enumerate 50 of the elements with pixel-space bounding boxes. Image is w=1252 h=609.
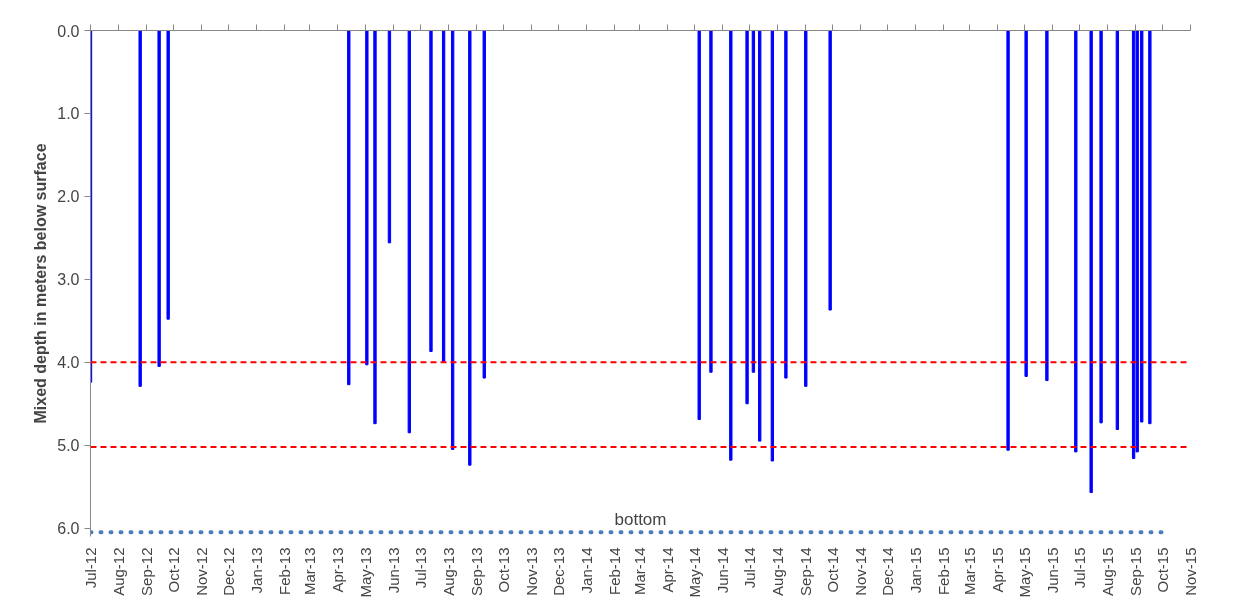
x-tick-label: Nov-12 (193, 547, 211, 596)
x-tick-label: Jun-14 (714, 547, 732, 594)
y-tick-label: 3.0 (57, 271, 80, 289)
y-tick-label: 6.0 (57, 520, 80, 538)
x-tick-label: Feb-14 (605, 547, 623, 596)
y-tick-label: 4.0 (57, 354, 80, 372)
x-tick-label: Dec-12 (220, 547, 238, 596)
x-tick-label: May-13 (356, 547, 374, 598)
x-tick-label: Dec-14 (879, 547, 897, 596)
x-tick-label: Mar-14 (631, 547, 649, 596)
x-tick-label: Aug-14 (769, 547, 787, 596)
x-tick-label: Jul-14 (741, 547, 759, 589)
x-tick-label: Mar-13 (301, 547, 319, 596)
x-tick-label: Apr-13 (329, 547, 347, 593)
x-tick-label: Mar-15 (960, 547, 978, 596)
x-tick-label: Oct-12 (165, 547, 183, 593)
y-tick-label: 2.0 (57, 188, 80, 206)
x-tick-label: Jan-13 (248, 547, 266, 594)
x-tick-label: Aug-13 (439, 547, 457, 596)
annotation: bottom (614, 509, 667, 529)
x-tick-label: Apr-15 (988, 547, 1006, 593)
x-tick-label: Aug-15 (1098, 547, 1116, 596)
x-tick-label: Jun-13 (384, 547, 402, 594)
x-tick-label: May-14 (686, 547, 704, 598)
y-tick-label: 5.0 (57, 437, 80, 455)
x-tick-label: Sep-12 (137, 547, 155, 596)
x-tick-label: Oct-15 (1154, 547, 1171, 593)
y-tick-label: 1.0 (57, 105, 80, 123)
x-tick-label: Sep-13 (467, 547, 485, 596)
x-tick-label: Sep-14 (797, 547, 815, 596)
x-tick-label: Nov-13 (522, 547, 540, 596)
x-tick-label: Nov-14 (852, 547, 870, 596)
x-tick-label: Jan-14 (577, 547, 595, 594)
x-tick-label: Oct-13 (494, 547, 512, 593)
x-tick-label: Jul-12 (82, 547, 99, 589)
x-tick-label: Jul-15 (1070, 547, 1088, 589)
x-tick-label: Feb-15 (935, 547, 953, 596)
x-tick-label: Apr-14 (659, 547, 677, 593)
x-tick-label: Jul-13 (411, 547, 429, 589)
x-tick-label: May-15 (1015, 547, 1033, 598)
x-tick-label: Sep-15 (1126, 547, 1144, 596)
x-tick-label: Feb-13 (276, 547, 294, 596)
y-tick-label: 0.0 (57, 22, 80, 40)
x-tick-label: Jun-15 (1043, 547, 1061, 594)
x-tick-label: Nov-15 (1182, 547, 1199, 596)
x-tick-label: Oct-14 (824, 547, 842, 593)
y-axis-title: Mixed depth in meters below surface (32, 143, 50, 424)
x-tick-label: Aug-12 (110, 547, 127, 596)
x-tick-label: Jan-15 (907, 547, 925, 594)
x-tick-label: Dec-13 (549, 547, 567, 596)
